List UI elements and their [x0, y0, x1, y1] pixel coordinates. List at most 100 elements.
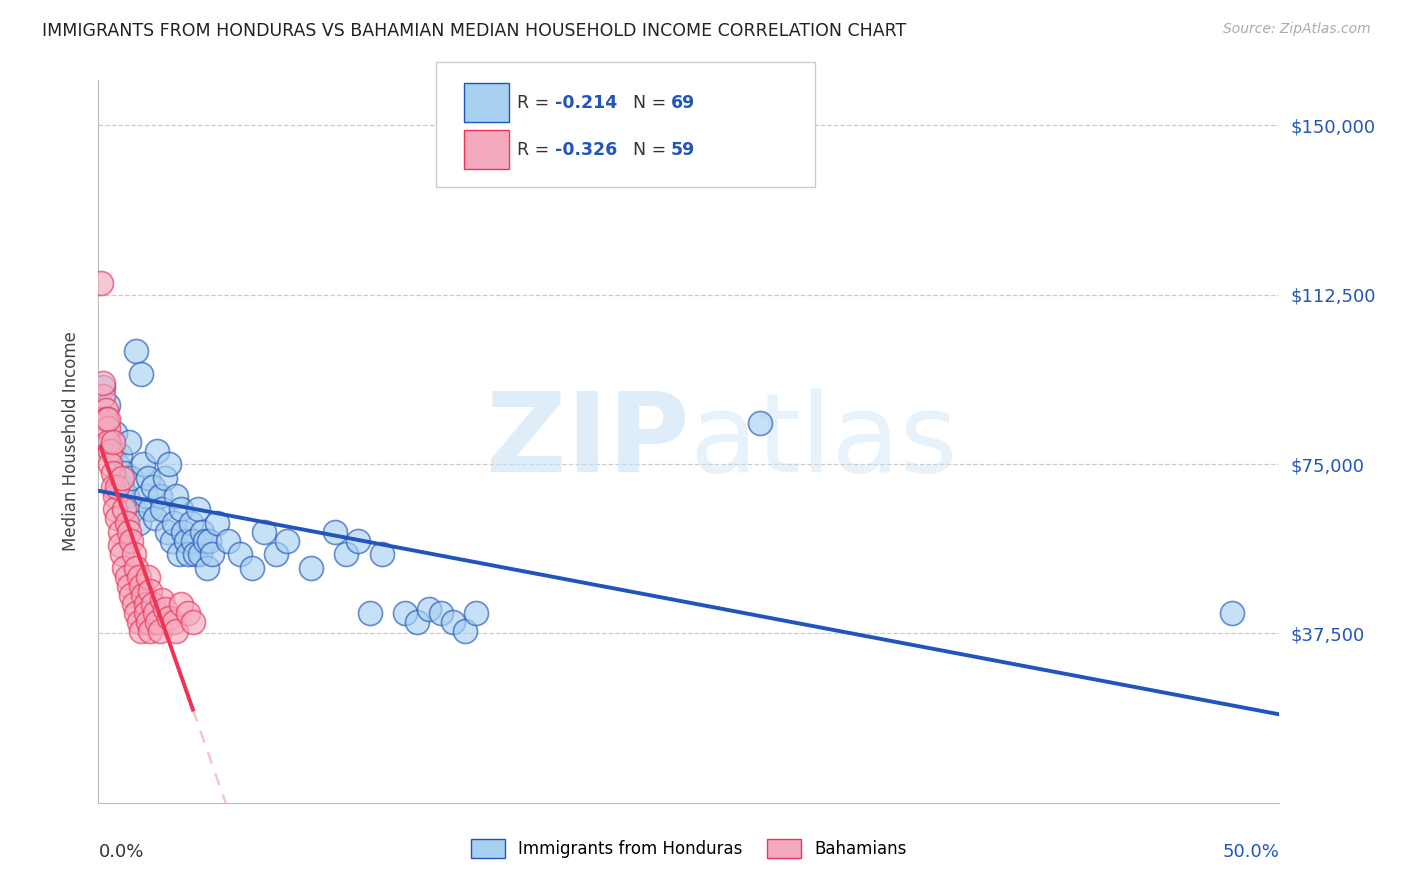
- Point: [98, 457, 121, 471]
- Point: [90, 277, 112, 291]
- Point: [453, 624, 475, 639]
- Point: [184, 548, 207, 562]
- Point: [323, 524, 346, 539]
- Point: [165, 489, 187, 503]
- Point: [98, 434, 121, 449]
- Point: [430, 606, 453, 620]
- Point: [94, 412, 117, 426]
- Point: [121, 588, 143, 602]
- Point: [170, 502, 193, 516]
- Point: [122, 548, 145, 562]
- Point: [101, 443, 124, 458]
- Point: [150, 502, 173, 516]
- Text: 69: 69: [671, 94, 695, 112]
- Point: [253, 524, 276, 539]
- Point: [143, 606, 166, 620]
- Point: [105, 457, 128, 471]
- Point: [157, 610, 180, 624]
- Point: [371, 548, 394, 562]
- Point: [129, 579, 152, 593]
- Point: [188, 548, 211, 562]
- Point: [748, 417, 770, 431]
- Point: [217, 533, 239, 548]
- Text: -0.214: -0.214: [555, 94, 617, 112]
- Point: [187, 502, 209, 516]
- Point: [180, 516, 202, 530]
- Point: [149, 489, 172, 503]
- Point: [91, 380, 114, 394]
- Point: [101, 434, 124, 449]
- Point: [125, 344, 148, 359]
- Point: [135, 489, 157, 503]
- Point: [104, 489, 127, 503]
- Point: [97, 398, 120, 412]
- Legend: Immigrants from Honduras, Bahamians: Immigrants from Honduras, Bahamians: [463, 830, 915, 867]
- Point: [97, 412, 120, 426]
- Point: [441, 615, 464, 630]
- Point: [97, 434, 120, 449]
- Point: [142, 597, 165, 611]
- Point: [104, 502, 127, 516]
- Point: [177, 606, 200, 620]
- Point: [97, 421, 120, 435]
- Point: [160, 533, 183, 548]
- Point: [115, 516, 138, 530]
- Point: [91, 376, 114, 390]
- Point: [115, 489, 138, 503]
- Text: ZIP: ZIP: [485, 388, 689, 495]
- Point: [91, 389, 114, 403]
- Point: [111, 470, 134, 484]
- Point: [335, 548, 357, 562]
- Text: IMMIGRANTS FROM HONDURAS VS BAHAMIAN MEDIAN HOUSEHOLD INCOME CORRELATION CHART: IMMIGRANTS FROM HONDURAS VS BAHAMIAN MED…: [42, 22, 907, 40]
- Point: [181, 615, 204, 630]
- Point: [165, 624, 187, 639]
- Y-axis label: Median Household Income: Median Household Income: [62, 332, 80, 551]
- Point: [194, 533, 217, 548]
- Point: [191, 524, 214, 539]
- Text: R =: R =: [517, 94, 555, 112]
- Point: [146, 615, 169, 630]
- Point: [128, 615, 150, 630]
- Point: [195, 561, 218, 575]
- Point: [128, 516, 150, 530]
- Point: [135, 597, 157, 611]
- Text: Source: ZipAtlas.com: Source: ZipAtlas.com: [1223, 22, 1371, 37]
- Point: [139, 624, 162, 639]
- Point: [132, 588, 155, 602]
- Point: [122, 502, 145, 516]
- Point: [153, 470, 176, 484]
- Point: [172, 524, 194, 539]
- Point: [94, 403, 117, 417]
- Point: [1220, 606, 1243, 620]
- Point: [276, 533, 298, 548]
- Point: [359, 606, 381, 620]
- Text: N =: N =: [633, 94, 672, 112]
- Point: [136, 570, 159, 584]
- Point: [149, 624, 172, 639]
- Point: [111, 480, 134, 494]
- Point: [170, 597, 193, 611]
- Point: [139, 502, 162, 516]
- Text: N =: N =: [633, 141, 672, 159]
- Point: [465, 606, 488, 620]
- Point: [118, 434, 141, 449]
- Point: [139, 583, 162, 598]
- Point: [299, 561, 322, 575]
- Point: [118, 524, 141, 539]
- Point: [115, 570, 138, 584]
- Point: [129, 624, 152, 639]
- Point: [101, 480, 124, 494]
- Text: 50.0%: 50.0%: [1223, 843, 1279, 861]
- Point: [112, 466, 135, 480]
- Point: [135, 606, 157, 620]
- Point: [177, 548, 200, 562]
- Point: [174, 533, 197, 548]
- Point: [108, 538, 131, 552]
- Point: [205, 516, 228, 530]
- Text: R =: R =: [517, 141, 555, 159]
- Point: [121, 470, 143, 484]
- Point: [153, 601, 176, 615]
- Point: [101, 466, 124, 480]
- Point: [128, 570, 150, 584]
- Point: [347, 533, 370, 548]
